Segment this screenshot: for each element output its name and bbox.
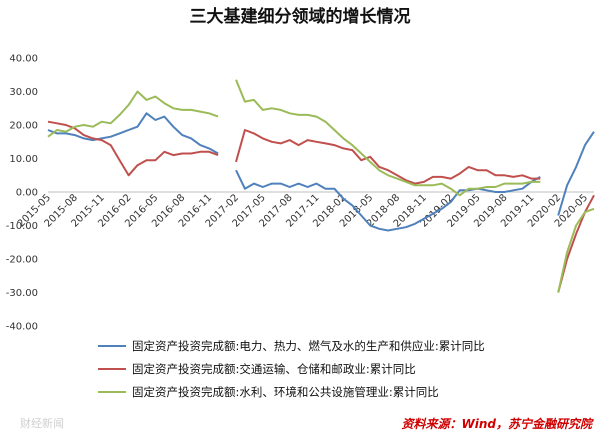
legend-label-3: 固定资产投资完成额:水利、环境和公共设施管理业:累计同比 (132, 385, 439, 399)
series-lines (47, 79, 595, 293)
y-tick-label: 20.00 (9, 121, 38, 132)
chart-title: 三大基建细分领域的增长情况 (190, 6, 411, 27)
source-note: 资料来源：Wind，苏宁金融研究院 (402, 417, 594, 431)
y-tick-label: -20.00 (6, 255, 38, 266)
y-axis-ticks: 40.00 30.00 20.00 10.00 0.00 -10.00 -20.00 -30.… (6, 54, 38, 333)
y-tick-label: -40.00 (6, 322, 38, 333)
watermark: 财经新闻 (20, 416, 64, 430)
legend: 固定资产投资完成额:电力、热力、燃气及水的生产和供应业:累计同比固定资产投资完成… (98, 339, 485, 399)
y-tick-label: 10.00 (9, 154, 38, 165)
legend-label-1: 固定资产投资完成额:电力、热力、燃气及水的生产和供应业:累计同比 (132, 339, 485, 353)
legend-label-2: 固定资产投资完成额:交通运输、仓储和邮政业:累计同比 (132, 362, 416, 376)
series-line-3 (47, 79, 595, 293)
y-tick-label: 0.00 (16, 188, 38, 199)
y-tick-label: -30.00 (6, 288, 38, 299)
series-line-1 (47, 112, 595, 232)
x-axis-ticks: 2015-052015-082015-112016-022016-052016-… (16, 192, 590, 229)
series-line-2 (47, 120, 595, 293)
y-tick-label: 40.00 (9, 54, 38, 65)
y-tick-label: 30.00 (9, 87, 38, 98)
y-tick-label: -10.00 (6, 221, 38, 232)
